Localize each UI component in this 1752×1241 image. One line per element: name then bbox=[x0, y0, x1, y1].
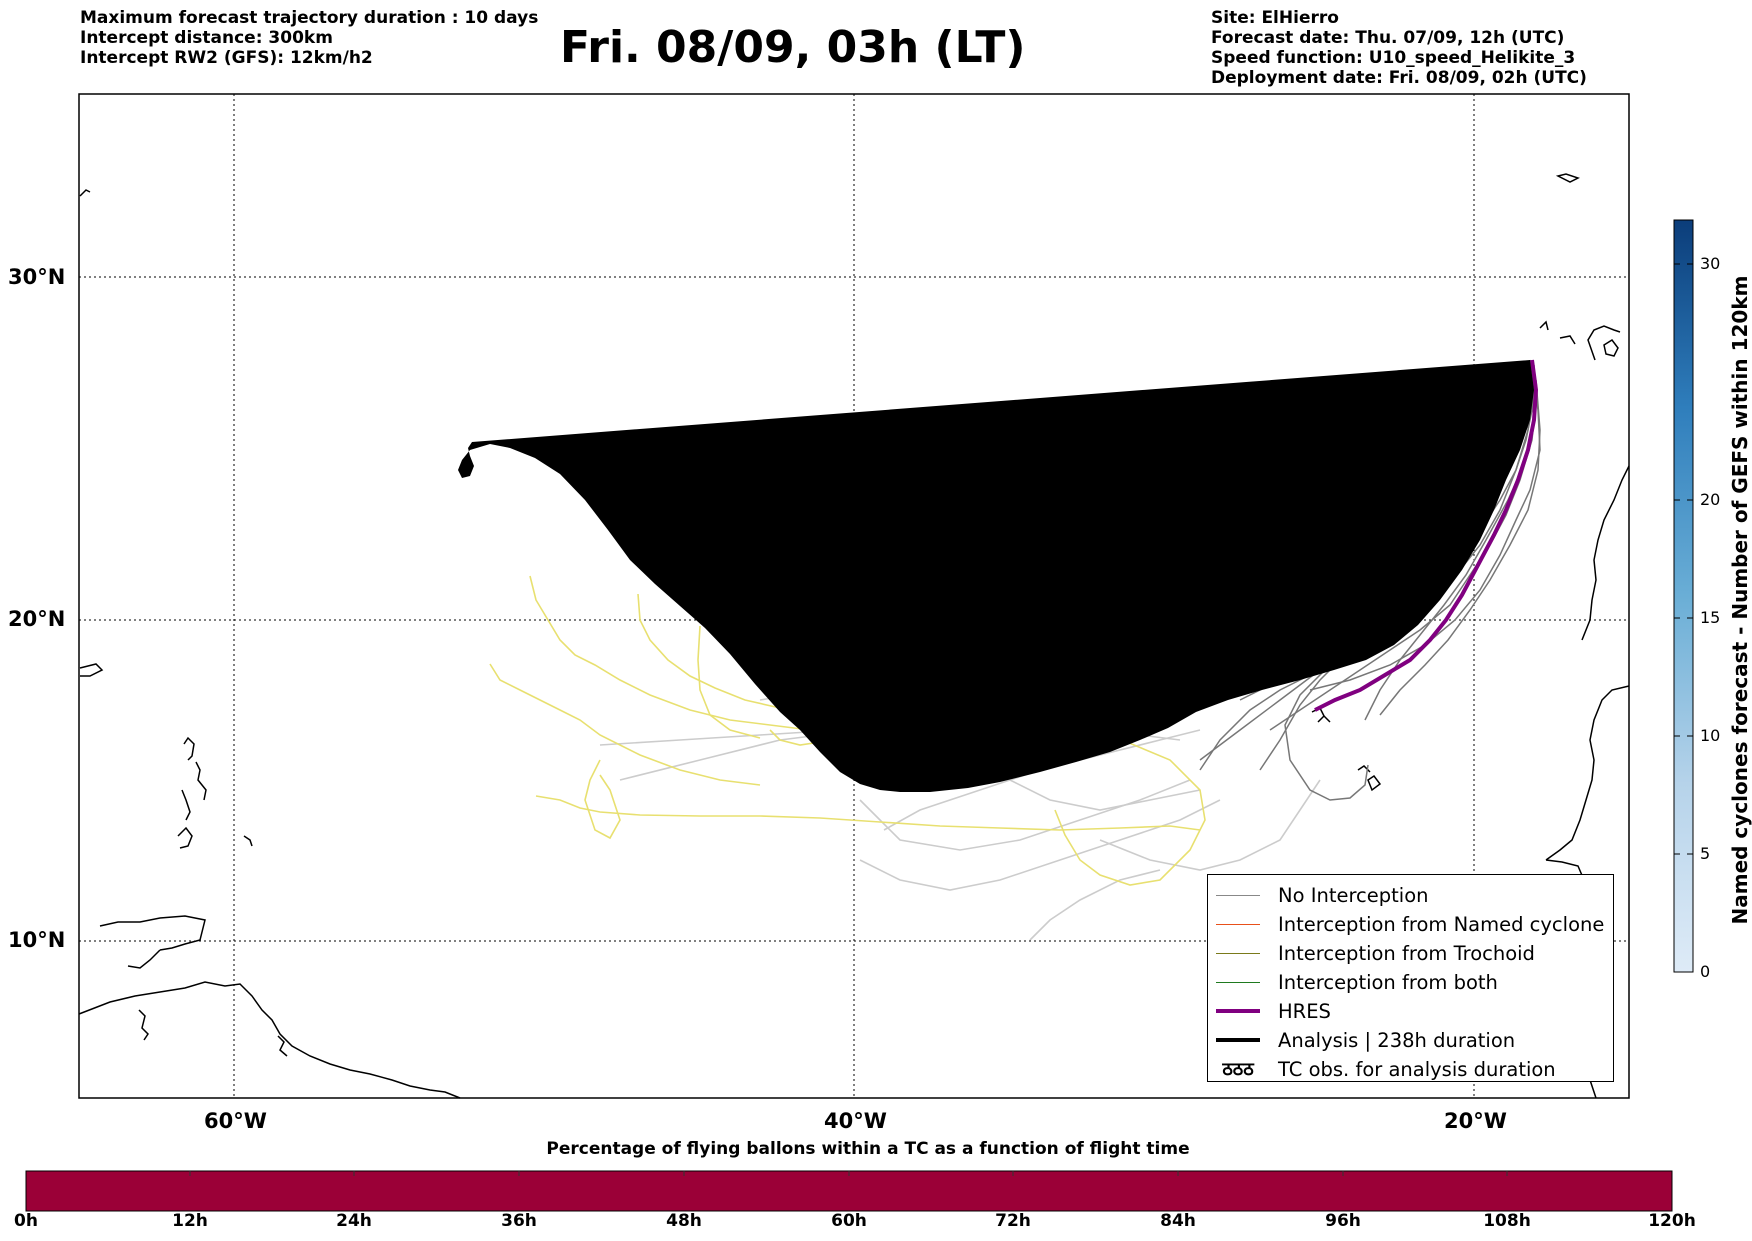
legend-item-named-cyclone: Interception from Named cyclone bbox=[1208, 912, 1604, 936]
lon-label-20w: 20°W bbox=[1444, 1109, 1507, 1133]
right-colorbar-title: Named cyclones forecast - Number of GEFS… bbox=[1728, 275, 1752, 925]
bottom-colorbar bbox=[25, 1170, 1673, 1212]
speed-function-text: Speed function: U10_speed_Helikite_3 bbox=[1211, 48, 1576, 68]
pct-tick-120h: 120h bbox=[1648, 1211, 1696, 1231]
lon-label-40w: 40°W bbox=[824, 1109, 887, 1133]
pct-tick-24h: 24h bbox=[336, 1211, 372, 1231]
header-left: Maximum forecast trajectory duration : 1… bbox=[80, 8, 538, 68]
cbar-tick-5: 5 bbox=[1700, 844, 1711, 863]
pct-tick-36h: 36h bbox=[501, 1211, 537, 1231]
cbar-tick-10: 10 bbox=[1700, 726, 1721, 745]
pct-tick-108h: 108h bbox=[1483, 1211, 1531, 1231]
cbar-tick-20: 20 bbox=[1700, 490, 1721, 509]
forecast-date-text: Forecast date: Thu. 07/09, 12h (UTC) bbox=[1211, 28, 1565, 48]
pct-tick-72h: 72h bbox=[995, 1211, 1031, 1231]
header-right: Site: ElHierro Forecast date: Thu. 07/09… bbox=[1211, 8, 1587, 88]
legend-item-trochoid: Interception from Trochoid bbox=[1208, 941, 1535, 965]
deployment-date-text: Deployment date: Fri. 08/09, 02h (UTC) bbox=[1211, 68, 1587, 88]
legend-item-no-interception: No Interception bbox=[1208, 883, 1429, 907]
legend-item-both: Interception from both bbox=[1208, 970, 1498, 994]
lon-label-60w: 60°W bbox=[204, 1109, 267, 1133]
lat-label-10n: 10°N bbox=[8, 928, 66, 952]
bottom-colorbar-ticks bbox=[189, 1171, 1508, 1176]
pct-tick-0h: 0h bbox=[14, 1211, 38, 1231]
legend-item-analysis: Analysis | 238h duration bbox=[1208, 1028, 1515, 1052]
hres-trajectory bbox=[1314, 359, 1539, 712]
pct-tick-48h: 48h bbox=[666, 1211, 702, 1231]
legend-label: Interception from Trochoid bbox=[1278, 941, 1535, 965]
pct-tick-60h: 60h bbox=[831, 1211, 867, 1231]
right-colorbar bbox=[1673, 219, 1694, 973]
pct-tick-96h: 96h bbox=[1325, 1211, 1361, 1231]
legend-label: TC obs. for analysis duration bbox=[1278, 1057, 1556, 1081]
lat-label-20n: 20°N bbox=[8, 607, 66, 631]
max-duration-text: Maximum forecast trajectory duration : 1… bbox=[80, 8, 539, 28]
site-text: Site: ElHierro bbox=[1211, 8, 1339, 28]
legend-label: No Interception bbox=[1278, 883, 1429, 907]
tc-obs-symbol-icon: ठठठ bbox=[1222, 1059, 1254, 1080]
legend-label: HRES bbox=[1278, 999, 1331, 1023]
legend-item-hres: HRES bbox=[1208, 999, 1331, 1023]
cbar-tick-0: 0 bbox=[1700, 962, 1711, 981]
legend-item-tc-obs: ठठठ TC obs. for analysis duration bbox=[1208, 1057, 1556, 1081]
pct-tick-12h: 12h bbox=[172, 1211, 208, 1231]
legend-label: Interception from both bbox=[1278, 970, 1498, 994]
legend-label: Interception from Named cyclone bbox=[1278, 912, 1605, 936]
page-title: Fri. 08/09, 03h (LT) bbox=[560, 22, 1026, 73]
intercept-rw2-text: Intercept RW2 (GFS): 12km/h2 bbox=[80, 48, 373, 68]
legend-label: Analysis | 238h duration bbox=[1278, 1028, 1516, 1052]
lat-label-30n: 30°N bbox=[8, 265, 66, 289]
intercept-distance-text: Intercept distance: 300km bbox=[80, 28, 333, 48]
right-colorbar-ticks bbox=[1674, 263, 1693, 973]
cbar-tick-15: 15 bbox=[1700, 608, 1721, 627]
map-legend: No Interception Interception from Named … bbox=[1207, 874, 1614, 1082]
bottom-colorbar-title: Percentage of flying ballons within a TC… bbox=[546, 1139, 1190, 1159]
analysis-trajectory bbox=[458, 360, 1534, 792]
pct-tick-84h: 84h bbox=[1160, 1211, 1196, 1231]
cbar-tick-30: 30 bbox=[1700, 254, 1721, 273]
